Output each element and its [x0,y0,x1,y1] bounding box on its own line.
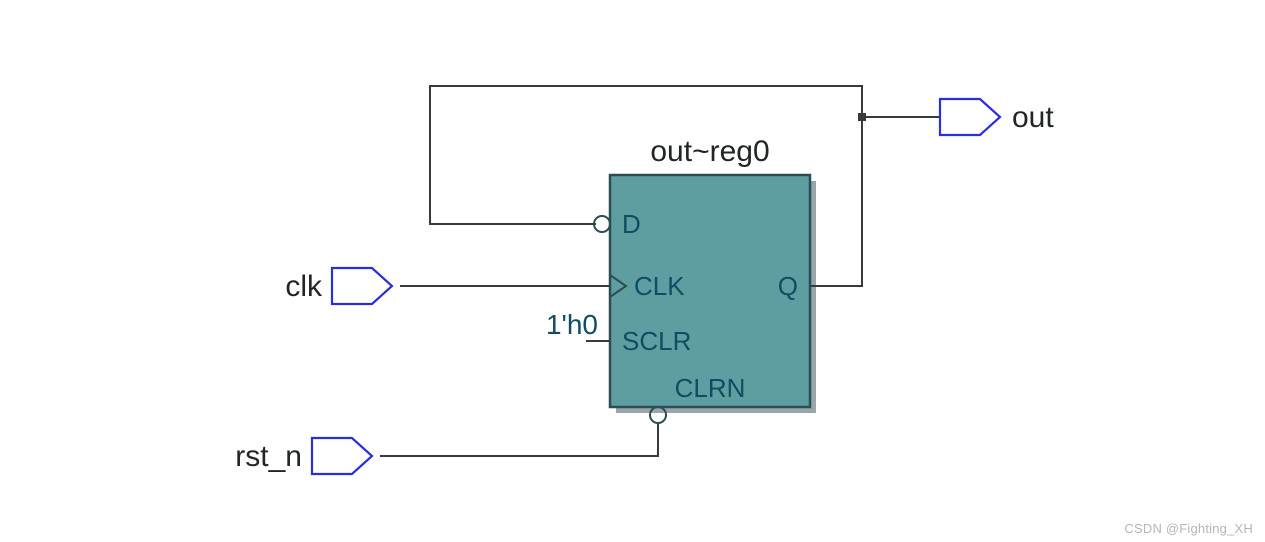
pin-d-label: D [622,209,641,239]
block-title: out~reg0 [650,135,769,168]
pin-clk-label: CLK [634,271,685,301]
wire-rstn [380,424,658,456]
port-clk-label: clk [285,270,323,303]
watermark-text: CSDN @Fighting_XH [1124,521,1253,536]
pin-q-label: Q [778,271,798,301]
wire-junction [858,113,866,121]
port-rstn-symbol [312,438,372,474]
pin-sclr-label: SCLR [622,326,691,356]
port-clk-symbol [332,268,392,304]
constant-sclr: 1'h0 [546,309,598,340]
wire-q-out [810,117,940,286]
pin-d-bubble [594,216,610,232]
port-out-symbol [940,99,1000,135]
pin-clrn-label: CLRN [675,373,746,403]
port-out-label: out [1012,101,1054,134]
port-rstn-label: rst_n [235,440,302,473]
